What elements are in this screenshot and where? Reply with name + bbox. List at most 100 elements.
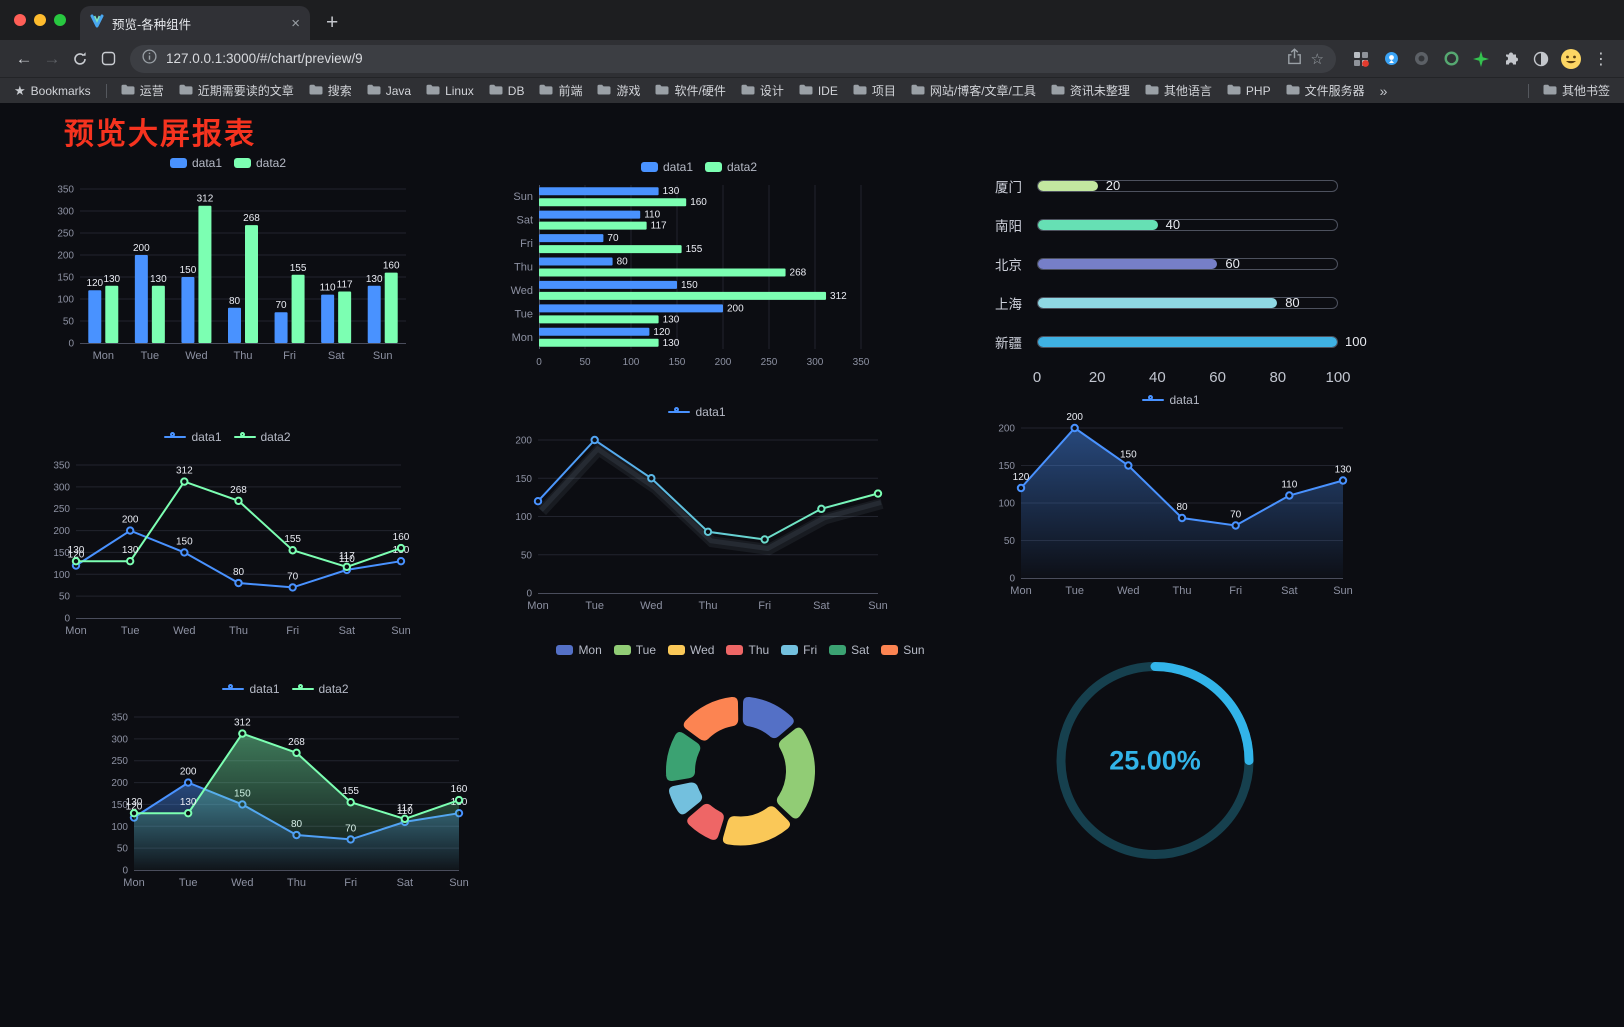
bookmark-item[interactable]: 其他语言 [1145,82,1212,99]
bookmark-item[interactable]: PHP [1227,84,1271,98]
bookmark-item[interactable]: Java [367,84,411,98]
legend-item[interactable]: data1 [668,405,726,419]
pie-slice[interactable] [739,694,797,742]
data-point[interactable] [396,556,406,566]
data-point[interactable] [1124,461,1133,470]
bar[interactable] [367,285,381,343]
data-point[interactable] [760,535,769,544]
data-point[interactable] [873,489,883,498]
bar[interactable] [539,257,613,266]
data-point[interactable] [817,504,826,514]
data-point[interactable] [125,526,135,535]
data-point[interactable] [238,729,247,738]
menu-kebab-icon[interactable]: ⋮ [1593,50,1609,68]
extensions-puzzle-icon[interactable] [1498,46,1524,72]
data-point[interactable] [125,556,135,566]
bookmark-item[interactable]: 项目 [853,82,896,99]
bar[interactable] [539,245,682,254]
bar[interactable] [539,291,827,300]
bookmark-item[interactable]: 前端 [539,82,582,99]
capsule-track[interactable]: 80 [1037,295,1338,310]
pie-slice[interactable] [719,803,794,849]
data-point[interactable] [533,497,543,506]
legend-item[interactable]: data1 [222,682,280,696]
legend-item[interactable]: data1 [640,160,693,174]
forward-icon[interactable]: → [43,48,61,68]
profile-avatar[interactable] [1558,46,1584,72]
capsule-track[interactable]: 60 [1037,256,1338,271]
bar[interactable] [181,277,195,343]
tab-close-icon[interactable]: × [291,14,300,32]
bar[interactable] [539,268,786,277]
bookmark-item[interactable]: 游戏 [597,82,640,99]
bookmarks-root[interactable]: ★ Bookmarks [14,83,91,99]
legend-item[interactable]: data2 [291,682,349,696]
legend-item[interactable]: Thu [726,643,769,657]
bar[interactable] [539,198,687,207]
browser-tab[interactable]: 预览-各种组件 × [80,6,310,40]
bookmark-item[interactable]: 近期需要读的文章 [179,82,294,99]
bar[interactable] [539,280,677,289]
data-point[interactable] [1016,483,1026,493]
bar[interactable] [338,291,352,343]
data-point[interactable] [234,496,243,506]
bookmark-item[interactable]: DB [489,84,524,98]
data-point[interactable] [183,808,193,818]
legend-item[interactable]: Tue [613,643,656,657]
bar[interactable] [539,304,723,313]
address-bar[interactable]: 127.0.0.1:3000/#/chart/preview/9 ☆ [130,44,1336,73]
legend-item[interactable]: Fri [781,643,817,657]
bar[interactable] [291,274,305,343]
data-point[interactable] [1231,521,1240,530]
bookmark-item[interactable]: 运营 [121,82,164,99]
legend-item[interactable]: Sun [881,643,925,657]
bookmark-item[interactable]: Linux [426,84,474,98]
data-point[interactable] [1285,491,1294,500]
legend-item[interactable]: Wed [668,643,714,657]
close-window-button[interactable] [14,14,26,26]
data-point[interactable] [400,814,410,824]
bookmarks-overflow-icon[interactable]: » [1379,82,1388,99]
share-icon[interactable] [1287,47,1302,70]
data-point[interactable] [396,543,406,553]
legend-item[interactable]: Mon [556,643,602,657]
bookmark-item[interactable]: IDE [799,84,838,98]
legend-item[interactable]: data1 [164,430,222,444]
bookmark-item[interactable]: 搜索 [309,82,352,99]
data-point[interactable] [647,474,656,483]
back-icon[interactable]: ← [15,48,33,68]
reload-icon[interactable] [66,45,94,73]
legend-item[interactable]: data1 [1142,393,1200,407]
extension-pin-icon[interactable] [1378,46,1404,72]
data-point[interactable] [183,778,193,787]
bar[interactable] [539,315,659,324]
bookmark-star-icon[interactable]: ☆ [1310,50,1324,68]
bar[interactable] [384,272,398,343]
legend-item[interactable]: data1 [169,156,222,170]
data-point[interactable] [292,748,301,758]
extension-green-star-icon[interactable] [1468,46,1494,72]
bookmark-item[interactable]: 文件服务器 [1286,82,1365,99]
pie-slice[interactable] [666,779,706,818]
data-point[interactable] [703,527,713,537]
bar[interactable] [539,338,659,347]
legend-item[interactable]: data2 [233,430,291,444]
capsule-track[interactable]: 20 [1037,178,1338,193]
new-tab-button[interactable]: + [326,11,339,34]
extension-dark-circle-icon[interactable] [1408,46,1434,72]
pie-slice[interactable] [663,728,704,785]
data-point[interactable] [1177,513,1187,523]
bookmark-item[interactable]: 资讯未整理 [1051,82,1130,99]
bar[interactable] [539,234,604,243]
data-point[interactable] [180,477,189,486]
data-point[interactable] [129,808,139,818]
data-point[interactable] [288,546,297,555]
site-info-icon[interactable] [142,48,157,69]
other-bookmarks[interactable]: 其他书签 [1543,82,1610,99]
capsule-track[interactable]: 100 [1037,334,1367,349]
bar[interactable] [134,255,148,343]
bar[interactable] [539,187,659,196]
sidebar-icon[interactable] [94,45,122,73]
data-point[interactable] [590,435,599,445]
bar[interactable] [105,285,119,343]
